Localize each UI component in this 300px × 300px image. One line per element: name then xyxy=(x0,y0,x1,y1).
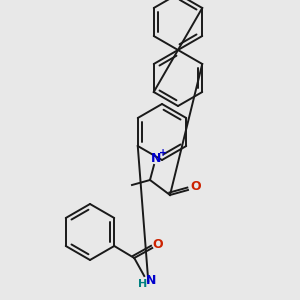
Text: O: O xyxy=(191,179,201,193)
Text: N: N xyxy=(151,152,161,164)
Text: N: N xyxy=(146,274,156,287)
Text: O: O xyxy=(152,238,163,251)
Text: +: + xyxy=(159,148,167,158)
Text: H: H xyxy=(138,279,147,289)
